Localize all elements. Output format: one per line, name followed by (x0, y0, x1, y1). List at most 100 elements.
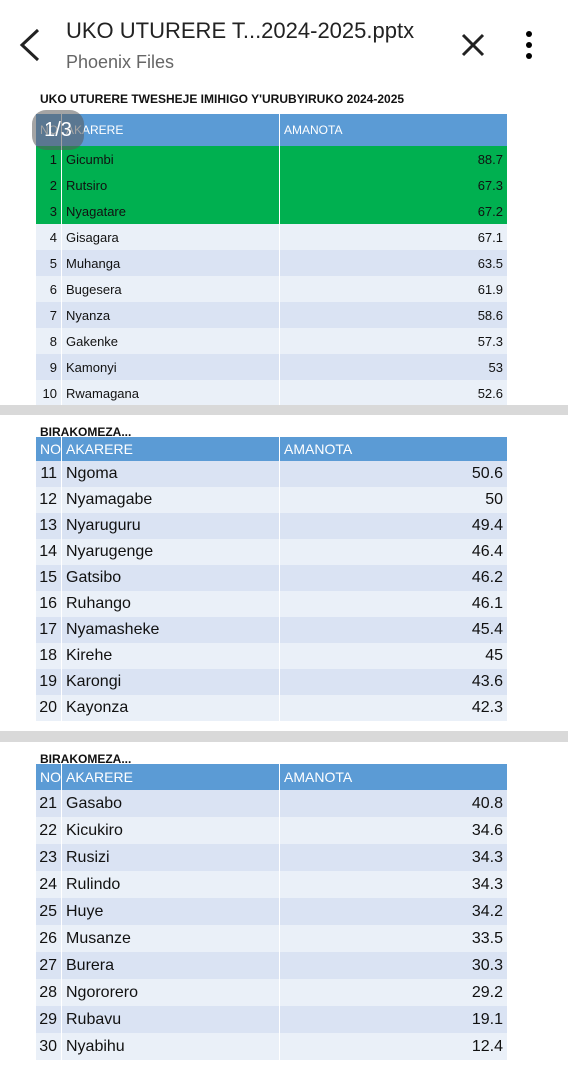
page-badge: 1/3 (32, 110, 84, 150)
district: Kicukiro (62, 817, 280, 844)
score: 46.1 (280, 591, 508, 617)
district: Ngororero (62, 979, 280, 1006)
district: Gisagara (62, 224, 280, 250)
district: Nyamagabe (62, 487, 280, 513)
rank: 17 (36, 617, 62, 643)
rank: 6 (36, 276, 62, 302)
close-button[interactable] (460, 32, 486, 58)
score: 34.6 (280, 817, 508, 844)
table-row: 27 Burera 30.3 (36, 952, 508, 979)
rank: 11 (36, 461, 62, 487)
district: Nyarugenge (62, 539, 280, 565)
column-header: AMANOTA (280, 437, 508, 461)
district: Rulindo (62, 871, 280, 898)
table-row: 3 Nyagatare 67.2 (36, 198, 508, 224)
rank: 14 (36, 539, 62, 565)
district: Gicumbi (62, 146, 280, 172)
file-title: UKO UTURERE T...2024-2025.pptx (66, 18, 415, 43)
table-row: 23 Rusizi 34.3 (36, 844, 508, 871)
back-button[interactable] (18, 28, 42, 62)
rank: 23 (36, 844, 62, 871)
column-header: NO (36, 764, 62, 790)
table-row: 20 Kayonza 42.3 (36, 695, 508, 721)
score: 43.6 (280, 669, 508, 695)
column-header: AMANOTA (280, 764, 508, 790)
slide: BIRAKOMEZA... NO AKARERE AMANOTA 11 Ngoma 50.6… (0, 415, 568, 731)
district: Nyanza (62, 302, 280, 328)
district: Nyagatare (62, 198, 280, 224)
score: 88.7 (280, 146, 508, 172)
table-row: 4 Gisagara 67.1 (36, 224, 508, 250)
score: 34.2 (280, 898, 508, 925)
rank: 22 (36, 817, 62, 844)
file-source: Phoenix Files (66, 52, 175, 72)
rank: 20 (36, 695, 62, 721)
slide-title: BIRAKOMEZA... (40, 425, 132, 439)
district: Rwamagana (62, 380, 280, 405)
district: Musanze (62, 925, 280, 952)
rank: 8 (36, 328, 62, 354)
score: 50 (280, 487, 508, 513)
score: 34.3 (280, 871, 508, 898)
district: Nyabihu (62, 1033, 280, 1060)
table-row: 2 Rutsiro 67.3 (36, 172, 508, 198)
slide-title: BIRAKOMEZA... (40, 752, 132, 766)
slide-title: UKO UTURERE TWESHEJE IMIHIGO Y'URUBYIRUK… (40, 92, 405, 106)
column-header: AMANOTA (280, 114, 508, 146)
score: 57.3 (280, 328, 508, 354)
column-header: NO (36, 437, 62, 461)
score: 46.4 (280, 539, 508, 565)
rank: 21 (36, 790, 62, 817)
rank: 15 (36, 565, 62, 591)
menu-button[interactable] (524, 30, 534, 62)
table-row: 7 Nyanza 58.6 (36, 302, 508, 328)
table-row: 14 Nyarugenge 46.4 (36, 539, 508, 565)
rank: 13 (36, 513, 62, 539)
table-row: 1 Gicumbi 88.7 (36, 146, 508, 172)
rank: 30 (36, 1033, 62, 1060)
score: 50.6 (280, 461, 508, 487)
score: 12.4 (280, 1033, 508, 1060)
rank: 16 (36, 591, 62, 617)
score: 53 (280, 354, 508, 380)
score: 30.3 (280, 952, 508, 979)
district: Nyaruguru (62, 513, 280, 539)
table-row: 11 Ngoma 50.6 (36, 461, 508, 487)
score: 67.2 (280, 198, 508, 224)
table-row: 8 Gakenke 57.3 (36, 328, 508, 354)
rank: 2 (36, 172, 62, 198)
rank: 1 (36, 146, 62, 172)
district: Nyamasheke (62, 617, 280, 643)
district: Muhanga (62, 250, 280, 276)
table-row: 21 Gasabo 40.8 (36, 790, 508, 817)
score: 33.5 (280, 925, 508, 952)
score: 45.4 (280, 617, 508, 643)
table-row: 26 Musanze 33.5 (36, 925, 508, 952)
score: 49.4 (280, 513, 508, 539)
table-row: 15 Gatsibo 46.2 (36, 565, 508, 591)
district: Kayonza (62, 695, 280, 721)
rank: 3 (36, 198, 62, 224)
table-row: 17 Nyamasheke 45.4 (36, 617, 508, 643)
rank: 27 (36, 952, 62, 979)
rank: 29 (36, 1006, 62, 1033)
rank: 10 (36, 380, 62, 405)
district: Ngoma (62, 461, 280, 487)
score: 19.1 (280, 1006, 508, 1033)
score: 67.1 (280, 224, 508, 250)
rank: 9 (36, 354, 62, 380)
district: Burera (62, 952, 280, 979)
table-row: 25 Huye 34.2 (36, 898, 508, 925)
rank: 26 (36, 925, 62, 952)
rank: 12 (36, 487, 62, 513)
score: 40.8 (280, 790, 508, 817)
score: 46.2 (280, 565, 508, 591)
rank: 25 (36, 898, 62, 925)
district: Kamonyi (62, 354, 280, 380)
district: Ruhango (62, 591, 280, 617)
table-row: 6 Bugesera 61.9 (36, 276, 508, 302)
rank: 19 (36, 669, 62, 695)
table-row: 12 Nyamagabe 50 (36, 487, 508, 513)
